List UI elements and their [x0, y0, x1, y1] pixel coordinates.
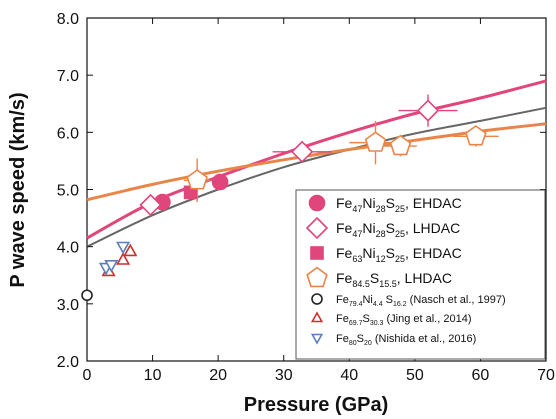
x-tick-label: 70	[537, 367, 555, 384]
legend-marker	[306, 266, 328, 288]
legend-marker	[310, 246, 324, 260]
legend: Fe47Ni28S25, EHDAC Fe47Ni28S25, LHDAC Fe63…	[295, 189, 546, 360]
y-tick-label: 4.0	[57, 240, 79, 257]
data-point	[290, 140, 314, 163]
y-tick-label: 5.0	[57, 183, 79, 200]
x-tick-label: 10	[144, 367, 162, 384]
legend-marker	[310, 333, 324, 345]
y-tick-label: 6.0	[57, 125, 79, 142]
y-tick-label: 7.0	[57, 68, 79, 85]
fit-curve	[86, 106, 547, 248]
data-markers	[81, 99, 487, 302]
y-axis-title: P wave speed (km/s)	[7, 92, 29, 287]
x-tick-label: 60	[472, 367, 490, 384]
legend-box	[295, 189, 546, 360]
data-point	[364, 131, 387, 152]
x-tick-label: 50	[406, 367, 424, 384]
x-tick-label: 30	[275, 367, 293, 384]
data-point	[81, 289, 93, 302]
data-point	[104, 259, 119, 273]
data-point	[116, 241, 131, 255]
legend-label: Fe79.4Ni4.4 S16.2 (Nasch et al., 1997)	[336, 294, 506, 308]
data-point	[139, 193, 162, 217]
x-tick-label: 0	[83, 367, 92, 384]
data-point	[416, 99, 440, 122]
data-point	[123, 243, 138, 257]
y-tick-label: 8.0	[57, 11, 79, 28]
x-tick-label: 20	[209, 367, 227, 384]
x-tick-label: 40	[340, 367, 358, 384]
y-tick-label: 2.0	[57, 354, 79, 371]
legend-marker	[310, 311, 324, 323]
legend-marker	[308, 194, 326, 212]
x-axis-title: Pressure (GPa)	[244, 394, 389, 416]
data-point	[465, 125, 487, 146]
data-point	[186, 169, 208, 190]
legend-marker	[305, 216, 329, 240]
legend-label: Fe63Ni12S25, EHDAC	[336, 245, 462, 264]
legend-marker	[311, 293, 323, 305]
legend-label: Fe69.7S30.3 (Jing et al., 2014)	[336, 313, 472, 327]
data-point	[211, 173, 229, 191]
data-point	[389, 134, 412, 156]
axis-ticks: 0 10 20 30 40 50 60 70 2.0 3.0 4.0 5.0 6.0 7.0 8.0	[57, 11, 555, 384]
data-point	[116, 252, 131, 265]
legend-label: Fe80S20 (Nishida et al., 2016)	[336, 333, 476, 347]
legend-label: Fe47Ni28S25, EHDAC	[336, 195, 462, 214]
y-tick-label: 3.0	[57, 297, 79, 314]
legend-label: Fe84.5S15.5, LHDAC	[336, 270, 452, 289]
legend-label: Fe47Ni28S25, LHDAC	[336, 220, 460, 239]
